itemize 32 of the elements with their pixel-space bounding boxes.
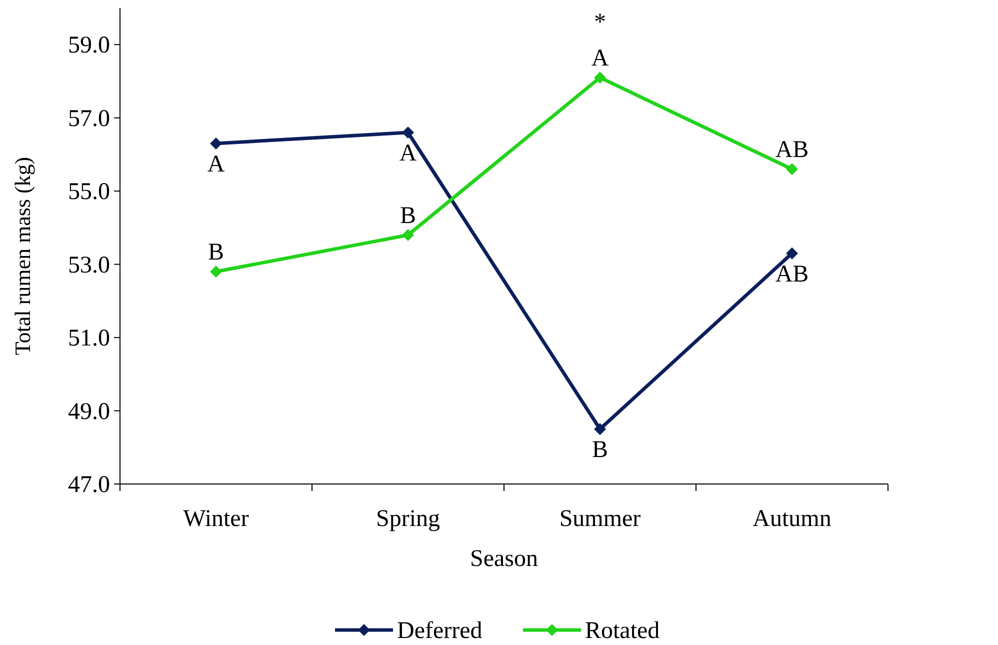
- annotation: AB: [775, 137, 809, 164]
- point: [210, 266, 222, 278]
- x-tick-label: Summer: [559, 506, 641, 532]
- annotation: B: [400, 203, 416, 230]
- annotation: *: [594, 10, 606, 36]
- y-axis-title: Total rumen mass (kg): [10, 156, 35, 356]
- point: [210, 137, 222, 150]
- point: [402, 126, 414, 138]
- y-tick-label: 55.0: [68, 179, 110, 206]
- point: [786, 163, 798, 176]
- y-tick-label: 51.0: [68, 326, 110, 352]
- annotation: A: [591, 46, 610, 72]
- annotation: B: [208, 240, 224, 266]
- annotation: B: [592, 437, 608, 464]
- point: [594, 423, 606, 436]
- y-tick-label: 53.0: [68, 252, 110, 278]
- y-tick-label: 59.0: [68, 32, 110, 59]
- point: [402, 229, 414, 242]
- annotation: AB: [775, 261, 809, 288]
- legend-label: Deferred: [397, 618, 482, 644]
- x-tick-label: Winter: [183, 506, 249, 532]
- y-tick-label: 47.0: [68, 472, 110, 498]
- annotation: A: [399, 140, 418, 166]
- annotation: A: [207, 151, 226, 178]
- y-tick-label: 49.0: [68, 398, 110, 425]
- x-tick-label: Spring: [376, 506, 440, 532]
- point: [786, 247, 798, 260]
- x-axis-title: Season: [470, 546, 538, 572]
- legend-label: Rotated: [585, 618, 660, 644]
- y-tick-label: 57.0: [68, 106, 110, 132]
- x-tick-label: Autumn: [752, 506, 832, 532]
- point: [594, 72, 606, 84]
